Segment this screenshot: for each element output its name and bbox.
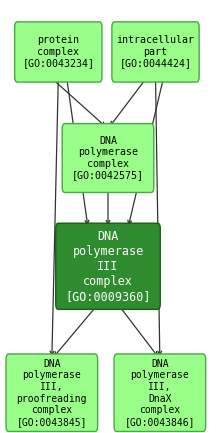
FancyBboxPatch shape	[112, 22, 199, 82]
FancyBboxPatch shape	[62, 124, 154, 192]
Text: DNA
polymerase
III,
proofreading
complex
[GO:0043845]: DNA polymerase III, proofreading complex…	[17, 359, 87, 427]
Text: DNA
polymerase
III
complex
[GO:0009360]: DNA polymerase III complex [GO:0009360]	[65, 230, 151, 303]
Text: intracellular
part
[GO:0044424]: intracellular part [GO:0044424]	[116, 36, 195, 68]
FancyBboxPatch shape	[56, 223, 160, 309]
FancyBboxPatch shape	[114, 354, 206, 431]
FancyBboxPatch shape	[6, 354, 98, 431]
Text: DNA
polymerase
complex
[GO:0042575]: DNA polymerase complex [GO:0042575]	[72, 136, 144, 181]
Text: protein
complex
[GO:0043234]: protein complex [GO:0043234]	[22, 36, 94, 68]
Text: DNA
polymerase
III,
DnaX
complex
[GO:0043846]: DNA polymerase III, DnaX complex [GO:004…	[125, 359, 195, 427]
FancyBboxPatch shape	[15, 22, 102, 82]
